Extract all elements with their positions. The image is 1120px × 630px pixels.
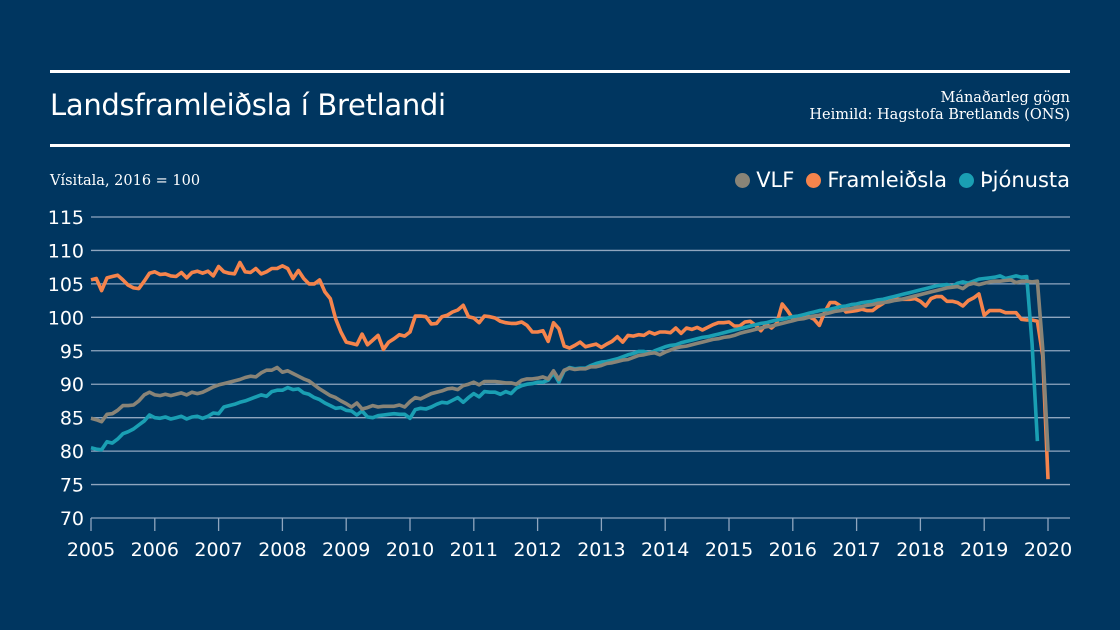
y-tick-label-80: 80 (60, 441, 84, 463)
x-tick-label-2011: 2011 (450, 539, 498, 561)
x-tick-label-2018: 2018 (896, 539, 944, 561)
x-tick-label-2016: 2016 (769, 539, 817, 561)
y-tick-label-90: 90 (60, 374, 84, 396)
y-tick-label-85: 85 (60, 408, 84, 430)
x-tick-label-2020: 2020 (1024, 539, 1072, 561)
x-tick-label-2010: 2010 (386, 539, 434, 561)
x-tick-label-2009: 2009 (322, 539, 370, 561)
x-axis: 2005 2006 2007 2008 2009 2010 2011 2012 2013 2014… (67, 517, 1072, 561)
legend-label-vlf: VLF (756, 168, 795, 192)
x-tick-label-2005: 2005 (67, 539, 115, 561)
note-frequency: Mánaðarleg gögn (940, 90, 1070, 106)
x-tick-label-2014: 2014 (641, 539, 689, 561)
x-tick-label-2015: 2015 (705, 539, 753, 561)
legend-label-framleidsla: Framleiðsla (827, 168, 947, 192)
note-source: Heimild: Hagstofa Bretlands (ONS) (809, 107, 1070, 123)
x-tick-label-2017: 2017 (832, 539, 880, 561)
header-rule-top (50, 70, 1070, 73)
y-axis-ticks: 70 75 80 85 90 95 100 105 110 115 (48, 207, 84, 530)
gridlines (91, 216, 1070, 486)
chart-title: Landsframleiðsla í Bretlandi (50, 88, 446, 122)
y-tick-label-115: 115 (48, 207, 84, 229)
series-lines (90, 260, 1050, 480)
x-tick-label-2006: 2006 (131, 539, 179, 561)
x-tick-label-2013: 2013 (577, 539, 625, 561)
legend-label-thjonusta: Þjónusta (979, 168, 1070, 192)
legend-dot-framleidsla-icon (806, 172, 822, 188)
legend-item-vlf: VLF (735, 168, 794, 192)
x-tick-label-2019: 2019 (960, 539, 1008, 561)
y-tick-label-105: 105 (48, 274, 84, 296)
y-tick-label-70: 70 (60, 508, 84, 530)
y-tick-label-95: 95 (60, 341, 84, 363)
x-tick-label-2008: 2008 (258, 539, 306, 561)
y-tick-label-75: 75 (60, 475, 84, 497)
legend-item-thjonusta: Þjónusta (958, 168, 1070, 192)
legend-dot-vlf-icon (735, 172, 751, 188)
series-line-vlf (90, 278, 1050, 452)
chart-notes: Mánaðarleg gögn Heimild: Hagstofa Bretla… (809, 90, 1070, 124)
x-tick-label-2007: 2007 (194, 539, 242, 561)
x-tick-label-2012: 2012 (513, 539, 561, 561)
legend: VLF Framleiðsla Þjónusta (723, 168, 1070, 192)
header-rule-bottom (50, 144, 1070, 147)
y-axis-label: Vísitala, 2016 = 100 (50, 173, 201, 189)
legend-dot-thjonusta-icon (958, 172, 974, 188)
y-tick-label-100: 100 (48, 307, 84, 329)
legend-item-framleidsla: Framleiðsla (806, 168, 947, 192)
y-tick-label-110: 110 (48, 240, 84, 262)
